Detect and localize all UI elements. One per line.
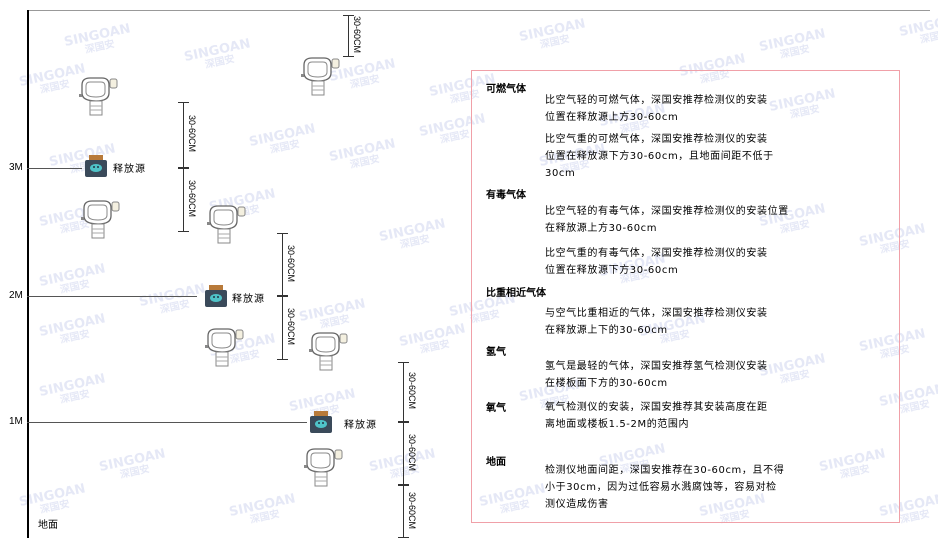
legend-heading: 氢气 bbox=[486, 347, 506, 358]
dimension-label: 30-60CM bbox=[407, 433, 417, 471]
ceiling-line bbox=[27, 10, 930, 11]
legend-paragraph: 比空气重的可燃气体，深国安推荐检测仪的安装 位置在释放源下方30-60cm，且地… bbox=[545, 134, 774, 179]
gas-detector-icon bbox=[303, 446, 343, 488]
legend-heading: 可燃气体 bbox=[486, 84, 526, 95]
gas-detector-icon bbox=[80, 198, 120, 240]
legend-paragraph: 比空气轻的有毒气体，深国安推荐检测仪的安装位置 在释放源上方30-60cm bbox=[545, 206, 789, 234]
dimension-label: 30-60CM bbox=[407, 372, 417, 410]
gas-detector-icon bbox=[206, 203, 246, 245]
gas-detector-icon bbox=[300, 55, 340, 97]
legend-paragraph: 氧气检测仪的安装，深国安推荐其安装高度在距 离地面或楼板1.5-2M的范围内 bbox=[545, 402, 768, 430]
level-line-3m bbox=[27, 168, 82, 169]
dimension-label: 30-60CM bbox=[187, 115, 197, 153]
level-2m: 2M bbox=[9, 290, 23, 301]
dimension-line bbox=[277, 296, 288, 360]
dimension-label: 30-60CM bbox=[286, 308, 296, 346]
legend-paragraph: 检测仪地面间距，深国安推荐在30-60cm，且不得 小于30cm，因为过低容易水… bbox=[545, 465, 785, 510]
release-source-icon bbox=[203, 284, 229, 308]
dimension-label: 30-60CM bbox=[407, 491, 417, 529]
ground-label: 地面 bbox=[38, 520, 58, 531]
level-3m: 3M bbox=[9, 162, 23, 173]
gas-detector-icon bbox=[78, 75, 118, 117]
legend-heading: 氧气 bbox=[486, 403, 506, 414]
dimension-line bbox=[398, 362, 409, 422]
level-line-1m bbox=[27, 422, 307, 423]
dimension-label: 30-60CM bbox=[187, 180, 197, 218]
dimension-line bbox=[398, 422, 409, 485]
release-source-icon bbox=[83, 154, 109, 178]
legend-paragraph: 氢气是最轻的气体，深国安推荐氢气检测仪安装 在楼板面下方的30-60cm bbox=[545, 361, 768, 389]
release-source-label: 释放源 bbox=[232, 294, 265, 305]
release-source-label: 释放源 bbox=[113, 164, 146, 175]
dimension-line bbox=[178, 102, 189, 168]
legend-heading: 有毒气体 bbox=[486, 190, 526, 201]
legend-panel bbox=[471, 70, 900, 523]
dimension-label: 30-60CM bbox=[352, 16, 362, 54]
level-line-2m bbox=[27, 296, 197, 297]
legend-paragraph: 比空气重的有毒气体，深国安推荐检测仪的安装 位置在释放源下方30-60cm bbox=[545, 248, 768, 276]
dimension-line bbox=[178, 168, 189, 232]
dimension-label: 30-60CM bbox=[286, 244, 296, 282]
legend-heading: 比重相近气体 bbox=[486, 288, 546, 299]
dimension-line bbox=[277, 233, 288, 296]
release-source-icon bbox=[308, 410, 334, 434]
legend-paragraph: 与空气比重相近的气体，深国安推荐检测仪安装 在释放源上下的30-60cm bbox=[545, 308, 768, 336]
dimension-line bbox=[343, 15, 354, 57]
gas-detector-icon bbox=[308, 330, 348, 372]
legend-paragraph: 比空气轻的可燃气体，深国安推荐检测仪的安装 位置在释放源上方30-60cm bbox=[545, 95, 768, 123]
gas-detector-icon bbox=[204, 326, 244, 368]
dimension-line bbox=[398, 485, 409, 538]
level-1m: 1M bbox=[9, 416, 23, 427]
release-source-label: 释放源 bbox=[344, 420, 377, 431]
wall-line bbox=[27, 10, 29, 538]
legend-heading: 地面 bbox=[486, 457, 506, 468]
